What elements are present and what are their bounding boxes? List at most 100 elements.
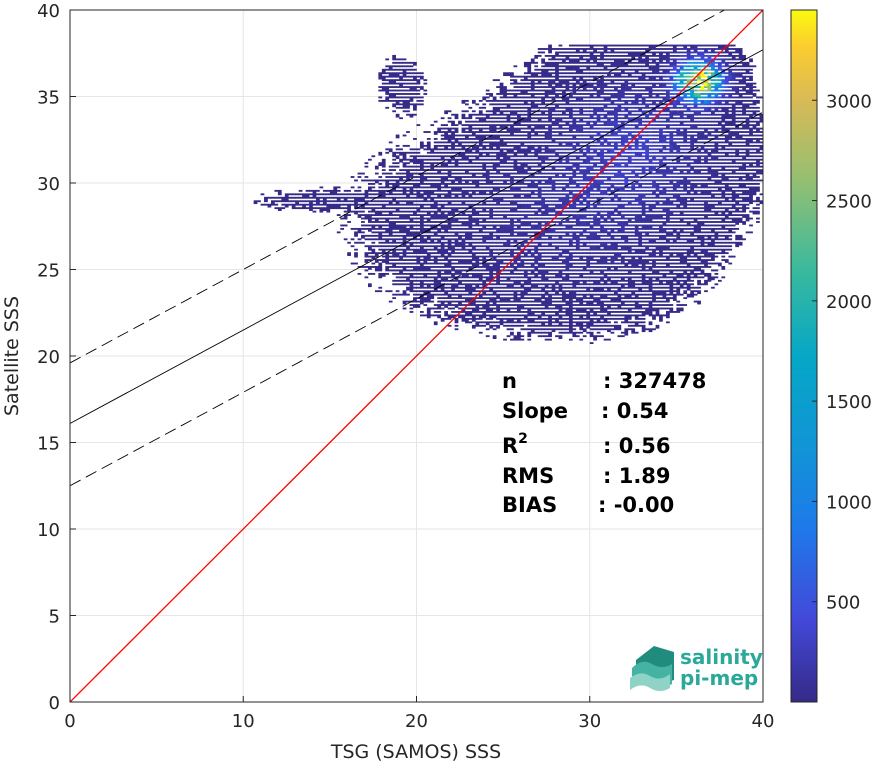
density-cell <box>534 96 539 99</box>
density-cell <box>257 200 261 203</box>
density-cell <box>534 293 539 296</box>
density-cell <box>555 221 559 223</box>
density-cell <box>593 266 597 268</box>
density-cell <box>388 75 393 78</box>
density-cell <box>451 297 455 300</box>
density-cell <box>530 307 535 310</box>
density-cell <box>600 293 604 298</box>
density-cell <box>572 227 577 230</box>
density-cell <box>395 93 400 95</box>
density-cell <box>423 89 428 92</box>
density-cell <box>478 331 483 334</box>
density-cell <box>385 151 390 154</box>
density-cell <box>568 269 573 272</box>
density-cell <box>551 221 556 223</box>
density-cell <box>534 99 539 102</box>
density-cell <box>485 304 490 308</box>
density-cell <box>537 138 542 140</box>
density-cell <box>499 193 504 196</box>
density-cell <box>433 193 438 196</box>
density-cell <box>582 117 587 120</box>
density-cell <box>447 290 452 293</box>
density-cell <box>416 224 421 227</box>
density-cell <box>413 255 417 258</box>
density-cell <box>610 241 615 246</box>
density-cell <box>468 224 473 229</box>
density-cell <box>523 214 528 218</box>
density-cell <box>610 186 615 189</box>
density-cell <box>593 68 597 71</box>
density-cell <box>478 113 483 116</box>
density-cell <box>499 214 504 216</box>
density-cell <box>426 314 431 319</box>
density-cell <box>562 297 566 301</box>
density-cell <box>579 241 584 244</box>
density-cell <box>492 155 497 158</box>
density-cell <box>423 283 428 286</box>
density-cell <box>471 272 476 277</box>
density-cell <box>513 127 518 132</box>
density-cell <box>516 99 521 102</box>
density-cell <box>475 269 480 272</box>
density-cell <box>558 231 563 234</box>
density-cell <box>555 279 559 284</box>
density-cell <box>589 48 594 50</box>
density-cell <box>409 68 414 71</box>
density-cell <box>520 103 525 106</box>
density-cell <box>392 162 397 165</box>
density-cell <box>454 165 459 168</box>
density-cell <box>444 283 448 286</box>
density-cell <box>603 169 608 172</box>
density-cell <box>288 193 293 196</box>
density-cell <box>416 186 421 189</box>
density-cell <box>558 304 563 308</box>
density-cell <box>551 54 556 59</box>
density-cell <box>548 238 552 241</box>
density-cell <box>447 186 452 189</box>
density-cell <box>478 151 483 156</box>
density-cell <box>489 183 494 185</box>
density-cell <box>478 241 483 244</box>
density-cell <box>603 248 608 251</box>
density-cell <box>589 82 594 87</box>
density-cell <box>565 196 570 201</box>
density-cell <box>593 297 597 301</box>
density-cell <box>516 189 521 192</box>
density-cell <box>558 314 563 319</box>
density-cell <box>607 307 611 310</box>
density-cell <box>548 307 552 310</box>
density-cell <box>541 279 546 282</box>
density-cell <box>572 328 577 331</box>
density-cell <box>465 193 469 196</box>
density-cell <box>385 203 390 206</box>
density-cell <box>520 276 525 279</box>
density-cell <box>551 262 556 265</box>
density-cell <box>506 307 511 312</box>
density-cell <box>523 293 528 296</box>
density-cell <box>475 113 480 116</box>
density-cell <box>506 134 511 137</box>
density-cell <box>513 314 518 317</box>
density-cell <box>541 317 546 320</box>
density-cell <box>357 203 362 206</box>
density-cell <box>440 300 445 305</box>
density-cell <box>506 113 511 118</box>
density-cell <box>607 317 611 320</box>
density-cell <box>513 169 518 172</box>
density-cell <box>475 131 480 133</box>
density-cell <box>433 304 438 306</box>
density-cell <box>593 328 597 331</box>
density-cell <box>558 144 563 147</box>
density-cell <box>503 286 507 289</box>
density-cell <box>454 172 459 175</box>
density-cell <box>381 241 386 244</box>
density-cell <box>568 127 573 132</box>
density-cell <box>413 179 417 182</box>
density-cell <box>607 51 611 54</box>
density-cell <box>395 86 400 88</box>
density-cell <box>374 234 379 237</box>
density-cell <box>610 248 615 251</box>
density-cell <box>593 207 597 210</box>
density-cell <box>541 196 546 201</box>
density-cell <box>381 193 386 198</box>
